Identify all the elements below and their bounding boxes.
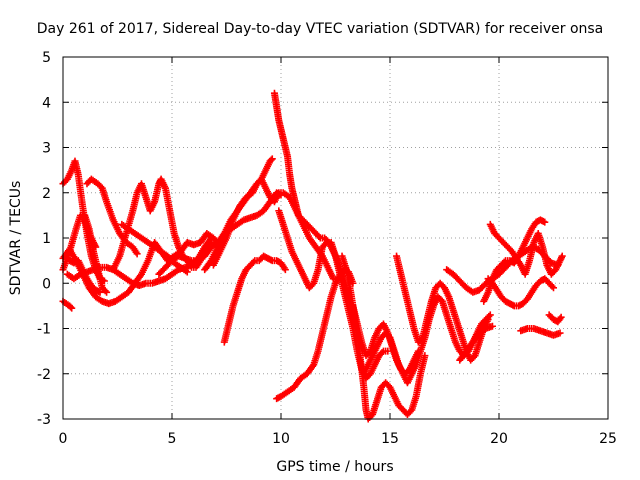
data-point (68, 304, 76, 312)
series-arc-3 (59, 297, 76, 312)
series-arc-23 (480, 216, 549, 305)
x-tick-label: 15 (381, 431, 399, 447)
y-axis-label: SDTVAR / TECUs (8, 181, 24, 296)
data-point (96, 288, 104, 296)
y-tick-label: 2 (42, 186, 51, 202)
data-points (59, 89, 566, 423)
series-arc-27 (545, 311, 565, 326)
data-point (281, 266, 289, 274)
y-tick-label: -1 (37, 322, 51, 338)
series-arc-25 (484, 275, 557, 310)
data-point (268, 155, 276, 163)
series-arc-22 (456, 322, 496, 364)
series-arc-6 (81, 216, 100, 251)
y-tick-label: 3 (42, 141, 51, 157)
series-arc-24 (486, 220, 566, 278)
series-arc-20 (393, 252, 492, 364)
data-point (488, 322, 496, 330)
x-tick-label: 20 (490, 431, 508, 447)
data-point (183, 268, 191, 276)
chart-title: Day 261 of 2017, Sidereal Day-to-day VTE… (37, 21, 604, 37)
y-tick-label: 1 (42, 231, 51, 247)
data-point (103, 288, 111, 296)
data-point (321, 240, 329, 248)
x-axis-label: GPS time / hours (276, 459, 393, 475)
series-arc-11 (209, 155, 276, 269)
data-point (417, 335, 425, 343)
data-point (541, 218, 549, 226)
data-point (67, 303, 75, 311)
y-tick-label: 4 (42, 95, 51, 111)
data-point (500, 258, 508, 266)
y-tick-label: 0 (42, 276, 51, 292)
data-point (556, 329, 564, 337)
data-point (486, 311, 494, 319)
x-tick-label: 10 (272, 431, 290, 447)
x-tick-label: 5 (168, 431, 177, 447)
x-tick-label: 25 (599, 431, 617, 447)
data-point (550, 284, 557, 292)
data-point (315, 232, 323, 240)
axis-ticks: 0 5 10 15 20 25 -3 -2 -1 0 1 2 3 4 5 (37, 50, 617, 447)
x-tick-label: 0 (59, 431, 68, 447)
y-tick-label: 5 (42, 50, 51, 66)
series-arc-15 (275, 207, 392, 382)
data-point (267, 156, 275, 164)
y-tick-label: -2 (37, 367, 51, 383)
y-tick-label: -3 (37, 412, 51, 428)
data-point (548, 282, 556, 290)
data-point (206, 236, 214, 244)
series-arc-12 (220, 252, 289, 346)
series-arc-26 (517, 325, 564, 339)
data-point (378, 349, 386, 357)
data-point (556, 315, 564, 323)
data-point (484, 315, 492, 323)
data-point (133, 250, 141, 258)
data-point (92, 243, 100, 251)
series-arc-5 (83, 175, 141, 258)
data-point (101, 287, 109, 295)
data-point (558, 252, 566, 260)
data-point (557, 313, 565, 321)
data-point (249, 258, 257, 266)
series-arc-28 (61, 252, 104, 296)
data-point (207, 234, 215, 242)
